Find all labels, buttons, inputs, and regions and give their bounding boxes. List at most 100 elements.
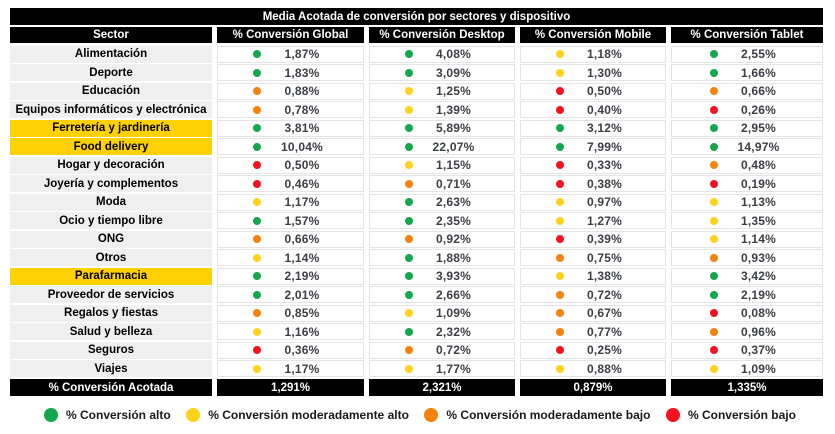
red-dot-icon (253, 346, 261, 354)
value-cell: 3,81% (217, 119, 364, 137)
value-text: 0,40% (586, 102, 623, 117)
column-header-3: % Conversión Mobile (520, 27, 666, 43)
value-cell: 1,87% (217, 45, 364, 63)
column-header-1: % Conversión Global (217, 27, 364, 43)
value-cell: 14,97% (671, 138, 823, 155)
sector-cell: Alimentación (10, 45, 212, 63)
value-text: 0,75% (586, 250, 623, 265)
value-cell: 0,08% (671, 304, 823, 322)
value-cell: 3,12% (520, 119, 666, 137)
value-cell: 0,19% (671, 175, 823, 192)
orange-dot-icon (253, 87, 261, 95)
value-cell: 0,88% (520, 360, 666, 377)
green-dot-icon (404, 68, 413, 77)
legend-item-red: % Conversión bajo (665, 408, 796, 422)
value-text: 2,19% (284, 269, 320, 283)
green-dot-icon (404, 142, 413, 151)
value-cell: 4,08% (369, 45, 515, 63)
value-cell: 10,04% (217, 138, 364, 155)
value-cell: 0,92% (369, 230, 515, 248)
sector-cell: Hogar y decoración (10, 156, 212, 174)
yellow-dot-icon (404, 161, 413, 169)
red-dot-icon (709, 309, 718, 317)
value-text: 1,13% (740, 195, 777, 209)
legend-item-orange: % Conversión moderadamente bajo (424, 408, 650, 422)
green-dot-icon (44, 408, 58, 422)
sector-cell: Proveedor de servicios (10, 286, 212, 303)
yellow-dot-icon (253, 364, 261, 373)
green-dot-icon (404, 253, 413, 262)
green-dot-icon (709, 272, 718, 280)
orange-dot-icon (555, 290, 564, 299)
value-cell: 1,57% (217, 212, 364, 229)
yellow-dot-icon (253, 253, 261, 262)
value-cell: 1,83% (217, 64, 364, 81)
value-cell: 3,09% (369, 64, 515, 81)
value-cell: 2,63% (369, 193, 515, 211)
value-cell: 1,14% (671, 230, 823, 248)
green-dot-icon (709, 142, 718, 151)
value-text: 5,89% (435, 121, 472, 135)
green-dot-icon (404, 50, 413, 58)
value-cell: 0,38% (520, 175, 666, 192)
orange-dot-icon (253, 309, 261, 317)
footer-value-2: 0,879% (520, 379, 666, 396)
orange-dot-icon (555, 309, 564, 317)
green-dot-icon (709, 68, 718, 77)
value-cell: 1,17% (217, 360, 364, 377)
column-header-0: Sector (10, 27, 212, 43)
orange-dot-icon (424, 408, 439, 422)
green-dot-icon (404, 216, 413, 225)
value-text: 1,17% (284, 195, 320, 209)
value-cell: 2,66% (369, 286, 515, 303)
yellow-dot-icon (404, 87, 413, 95)
green-dot-icon (404, 124, 413, 132)
green-dot-icon (253, 50, 261, 58)
sector-cell: Joyería y complementos (10, 175, 212, 192)
value-text: 0,26% (740, 102, 777, 117)
green-dot-icon (709, 50, 718, 58)
value-cell: 0,93% (671, 249, 823, 266)
footer-value-3: 1,335% (671, 379, 823, 396)
yellow-dot-icon (555, 216, 564, 225)
orange-dot-icon (709, 253, 718, 262)
value-cell: 0,85% (217, 304, 364, 322)
footer-row: % Conversión Acotada 1,291% 2,321% 0,879% 1… (10, 379, 823, 396)
value-text: 1,15% (435, 158, 472, 172)
value-text: 1,14% (284, 250, 320, 265)
value-text: 1,87% (284, 47, 320, 61)
value-cell: 2,01% (217, 286, 364, 303)
value-text: 0,96% (740, 324, 777, 339)
value-cell: 1,14% (217, 249, 364, 266)
green-dot-icon (404, 327, 413, 336)
value-cell: 0,66% (217, 230, 364, 248)
value-text: 1,57% (284, 213, 320, 228)
value-cell: 1,15% (369, 156, 515, 174)
value-text: 1,83% (284, 65, 320, 80)
value-text: 0,66% (740, 84, 777, 98)
value-text: 2,95% (740, 121, 777, 135)
green-dot-icon (404, 198, 413, 206)
green-dot-icon (253, 216, 261, 225)
green-dot-icon (555, 142, 564, 151)
legend-label: % Conversión moderadamente bajo (446, 408, 651, 422)
value-cell: 2,32% (369, 323, 515, 340)
value-text: 1,39% (435, 102, 472, 117)
yellow-dot-icon (555, 68, 564, 77)
value-text: 2,35% (435, 213, 472, 228)
red-dot-icon (253, 161, 261, 169)
orange-dot-icon (709, 161, 718, 169)
value-text: 0,78% (284, 102, 320, 117)
value-text: 14,97% (737, 139, 780, 154)
sector-cell: Ferretería y jardinería (10, 119, 212, 137)
value-cell: 0,72% (520, 286, 666, 303)
legend-label: % Conversión alto (66, 408, 171, 422)
value-cell: 0,40% (520, 101, 666, 118)
value-text: 0,66% (284, 232, 320, 246)
value-cell: 0,26% (671, 101, 823, 118)
value-cell: 2,19% (671, 286, 823, 303)
red-dot-icon (555, 161, 564, 169)
red-dot-icon (555, 87, 564, 95)
value-text: 10,04% (281, 139, 323, 154)
yellow-dot-icon (253, 198, 261, 206)
